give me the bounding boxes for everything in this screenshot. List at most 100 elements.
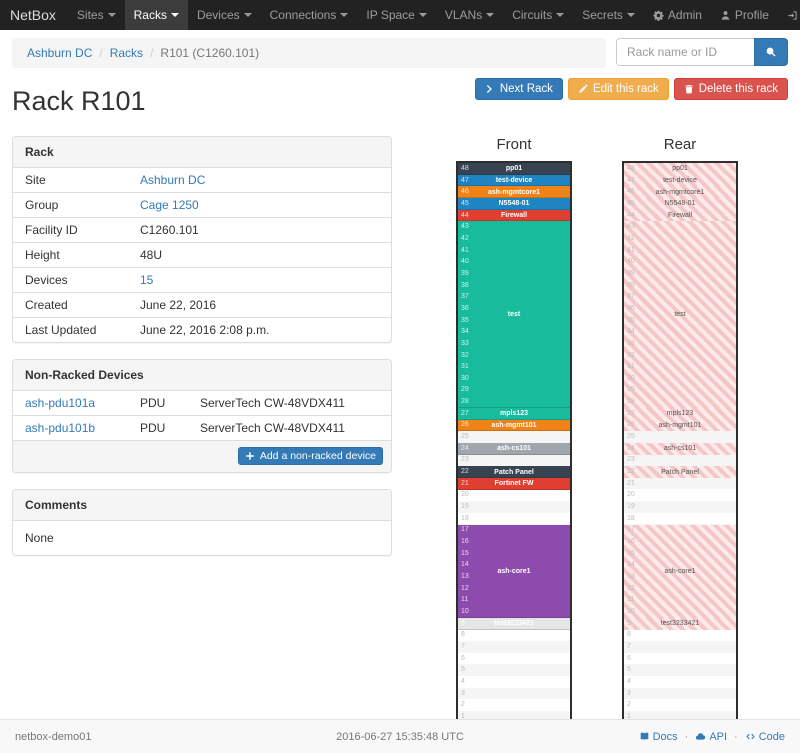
front-rack-device-patch-panel[interactable]: Patch Panel — [458, 466, 570, 479]
chevron-down-icon — [170, 13, 179, 17]
unit-number: 46 — [627, 188, 635, 196]
edit-rack-button[interactable]: Edit this rack — [567, 78, 669, 100]
unit-number: 11 — [627, 596, 635, 604]
rack-attr-row: Facility ID C1260.101 — [13, 217, 391, 243]
rear-rack-device-test[interactable]: test — [624, 221, 736, 409]
unit-number: 16 — [461, 538, 469, 545]
unit-number: 10 — [627, 607, 635, 615]
unit-number: 44 — [627, 211, 635, 219]
add-nonracked-device-label: Add a non-racked device — [259, 450, 376, 462]
front-rack-device-ash-core1[interactable]: ash-core1 — [458, 524, 570, 619]
rack-unit-34: 34 — [458, 326, 570, 338]
rear-rack-device-test3233421[interactable]: test3233421 — [624, 618, 736, 630]
app-brand[interactable]: NetBox — [10, 7, 56, 23]
nav-item-sites[interactable]: Sites — [68, 0, 125, 30]
device-link[interactable]: ash-pdu101b — [25, 421, 96, 435]
nav-item-connections[interactable]: Connections — [261, 0, 358, 30]
gear-icon — [653, 10, 664, 21]
device-type: ServerTech CW-48VDX411 — [200, 396, 345, 410]
rack-unit-34: 34 — [624, 326, 736, 338]
front-elevation-title: Front — [496, 136, 532, 153]
unit-number: 21 — [461, 479, 469, 487]
footer-link-api[interactable]: API — [695, 731, 727, 743]
front-rack-device-test3233421[interactable]: test3233421 — [458, 618, 570, 630]
rear-rack-device-ash-core1[interactable]: ash-core1 — [624, 524, 736, 619]
nav-item-racks[interactable]: Racks — [124, 0, 188, 30]
unit-number: 25 — [461, 433, 469, 441]
rack-unit-13: 13 — [624, 570, 736, 583]
unit-number: 27 — [627, 409, 635, 417]
device-label: ash-mgmt101 — [491, 422, 537, 430]
front-rack-device-pp01[interactable]: pp01 — [458, 163, 570, 175]
footer-links: Docs · API · Code — [528, 731, 785, 743]
front-rack-device-firewall[interactable]: Firewall — [458, 209, 570, 222]
unit-number: 44 — [461, 211, 469, 219]
rear-rack-device-patch-panel[interactable]: Patch Panel — [624, 466, 736, 479]
search-input[interactable] — [616, 38, 754, 66]
rack-unit-20: 20 — [624, 489, 736, 501]
device-link[interactable]: ash-pdu101a — [25, 396, 96, 410]
unit-number: 37 — [627, 293, 635, 301]
front-rack-device-n5548-01[interactable]: N5548-01 — [458, 198, 570, 210]
nav-item-ip-space[interactable]: IP Space — [357, 0, 435, 30]
rack-unit-36: 36 — [458, 303, 570, 315]
attr-value-cell: 48U — [128, 242, 391, 268]
nav-item-devices[interactable]: Devices — [188, 0, 261, 30]
rack-unit-44: 44 — [624, 210, 736, 222]
unit-number: 36 — [627, 304, 635, 312]
unit-number: 14 — [627, 561, 635, 569]
front-rack-device-ash-mgmt101[interactable]: ash-mgmt101 — [458, 419, 570, 432]
rack-unit-17: 17 — [624, 524, 736, 536]
nav-item-vlans[interactable]: VLANs — [436, 0, 503, 30]
next-rack-button[interactable]: Next Rack — [474, 78, 563, 100]
rack-unit-9: 9 — [458, 617, 570, 630]
attr-value-link[interactable]: Cage 1250 — [140, 198, 199, 212]
rear-rack-device-pp01[interactable]: pp01 — [624, 163, 736, 175]
unit-number: 35 — [461, 316, 469, 324]
breadcrumb-link[interactable]: Ashburn DC — [27, 46, 93, 60]
rear-rack-device-mpls123[interactable]: mpls123 — [624, 408, 736, 420]
nav-item-secrets[interactable]: Secrets — [573, 0, 644, 30]
search-button[interactable] — [754, 38, 788, 66]
rear-rack-device-test-device[interactable]: test-device — [624, 174, 736, 187]
front-rack-device-test[interactable]: test — [458, 221, 570, 409]
breadcrumb-link[interactable]: Racks — [109, 46, 144, 60]
attr-value-cell: June 22, 2016 — [128, 292, 391, 318]
rack-unit-19: 19 — [624, 501, 736, 513]
nav-item-label: Connections — [269, 8, 337, 22]
rear-rack-device-firewall[interactable]: Firewall — [624, 209, 736, 222]
nonracked-devices-panel: Non-Racked Devices ash-pdu101a PDU ServerT… — [12, 359, 392, 473]
footer-link-docs[interactable]: Docs — [639, 731, 678, 743]
attr-value-link[interactable]: Ashburn DC — [140, 173, 206, 187]
unit-number: 19 — [627, 503, 635, 511]
unit-number: 42 — [627, 234, 635, 242]
rear-rack: 48 47 46 45 44 43 42 41 40 39 38 37 36 35 34 33 32 31 30 29… — [622, 161, 738, 726]
front-rack-device-mpls123[interactable]: mpls123 — [458, 408, 570, 420]
attr-value-link[interactable]: 15 — [140, 273, 154, 287]
front-rack-device-test-device[interactable]: test-device — [458, 174, 570, 187]
front-rack-device-fortinet-fw[interactable]: Fortinet FW — [458, 478, 570, 490]
nav-item-circuits[interactable]: Circuits — [503, 0, 573, 30]
rear-rack-device-ash-mgmt101[interactable]: ash-mgmt101 — [624, 419, 736, 432]
unit-number: 31 — [627, 363, 635, 371]
unit-number: 28 — [461, 398, 469, 406]
rear-rack-device-ash-cs101[interactable]: ash-cs101 — [624, 443, 736, 455]
unit-number: 27 — [461, 409, 469, 417]
footer-link-code[interactable]: Code — [745, 731, 785, 743]
footer-link-label: API — [709, 730, 728, 743]
rack-unit-46: 46 — [458, 186, 570, 198]
device-label: Firewall — [667, 212, 693, 219]
front-rack-device-ash-cs101[interactable]: ash-cs101 — [458, 443, 570, 455]
delete-rack-button[interactable]: Delete this rack — [673, 78, 788, 100]
rear-rack-device-ash-mgmtcore1[interactable]: ash-mgmtcore1 — [624, 186, 736, 198]
rack-unit-43: 43 — [458, 221, 570, 233]
unit-number: 18 — [461, 514, 469, 522]
rack-unit-22: 22 — [458, 466, 570, 478]
rear-rack-device-n5548-01[interactable]: N5548-01 — [624, 198, 736, 210]
front-rack-device-ash-mgmtcore1[interactable]: ash-mgmtcore1 — [458, 186, 570, 198]
nav-item-profile[interactable]: Profile — [711, 0, 778, 30]
rack-attr-row: Last Updated June 22, 2016 2:08 p.m. — [13, 317, 391, 342]
add-nonracked-device-button[interactable]: Add a non-racked device — [237, 447, 383, 465]
nav-item-admin[interactable]: Admin — [644, 0, 711, 30]
nav-item-log-out[interactable]: Log out — [778, 0, 800, 30]
